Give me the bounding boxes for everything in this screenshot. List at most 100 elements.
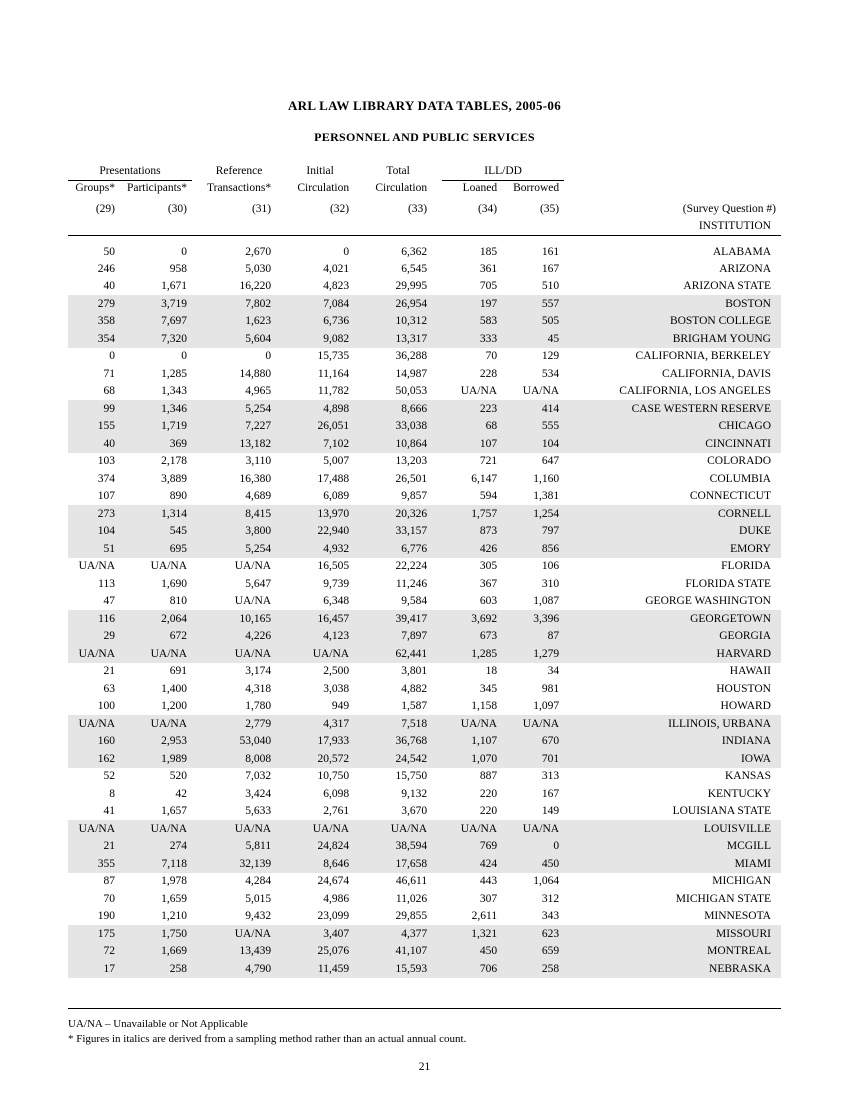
- cell-institution: CALIFORNIA, DAVIS: [574, 365, 781, 383]
- cell-institution: LOUISIANA STATE: [574, 803, 781, 821]
- table-row: 00015,73536,28870129CALIFORNIA, BERKELEY: [68, 348, 781, 366]
- table-row: 212745,81124,82438,5947690MCGILL: [68, 838, 781, 856]
- cell-c31: 32,139: [202, 855, 276, 873]
- table-row: 711,28514,88011,16414,987228534CALIFORNI…: [68, 365, 781, 383]
- footer-separator: UA/NA – Unavailable or Not Applicable * …: [68, 1008, 781, 1048]
- cell-c32: 9,082: [286, 330, 354, 348]
- cell-c29: 40: [68, 435, 120, 453]
- cell-c30: UA/NA: [120, 645, 192, 663]
- cell-c33: 29,995: [364, 278, 432, 296]
- cell-c34: 1,158: [442, 698, 502, 716]
- cell-c35: 1,160: [502, 470, 564, 488]
- group-illdd: ILL/DD: [442, 163, 564, 181]
- cell-c32: 4,021: [286, 260, 354, 278]
- col-participants: Participants*: [120, 181, 192, 201]
- cell-c31: 7,032: [202, 768, 276, 786]
- cell-institution: BOSTON COLLEGE: [574, 313, 781, 331]
- cell-c29: 8: [68, 785, 120, 803]
- table-row: 2731,3148,41513,97020,3261,7571,254CORNE…: [68, 505, 781, 523]
- cell-c32: 2,761: [286, 803, 354, 821]
- cell-c34: 887: [442, 768, 502, 786]
- table-row: 721,66913,43925,07641,107450659MONTREAL: [68, 943, 781, 961]
- cell-c32: 11,164: [286, 365, 354, 383]
- cell-c31: 13,439: [202, 943, 276, 961]
- cell-c31: 5,811: [202, 838, 276, 856]
- cell-c33: 50,053: [364, 383, 432, 401]
- cell-c34: 1,757: [442, 505, 502, 523]
- table-row: 1078904,6896,0899,8575941,381CONNECTICUT: [68, 488, 781, 506]
- cell-c32: 7,084: [286, 295, 354, 313]
- table-row: 47810UA/NA6,3489,5846031,087GEORGE WASHI…: [68, 593, 781, 611]
- cell-institution: HARVARD: [574, 645, 781, 663]
- cell-c34: UA/NA: [442, 715, 502, 733]
- cell-c30: 1,285: [120, 365, 192, 383]
- cell-c29: 51: [68, 540, 120, 558]
- cell-c34: 228: [442, 365, 502, 383]
- cell-c30: 1,343: [120, 383, 192, 401]
- cell-c29: UA/NA: [68, 820, 120, 838]
- cell-institution: CHICAGO: [574, 418, 781, 436]
- qnum-30: (30): [120, 200, 192, 218]
- cell-c35: 555: [502, 418, 564, 436]
- cell-institution: MICHIGAN: [574, 873, 781, 891]
- cell-c31: 8,415: [202, 505, 276, 523]
- cell-c33: 46,611: [364, 873, 432, 891]
- cell-c33: 10,864: [364, 435, 432, 453]
- qnum-31: (31): [202, 200, 276, 218]
- cell-c32: UA/NA: [286, 645, 354, 663]
- cell-c33: 4,377: [364, 925, 432, 943]
- cell-c35: 104: [502, 435, 564, 453]
- cell-c33: 8,666: [364, 400, 432, 418]
- cell-c31: 5,254: [202, 400, 276, 418]
- cell-c33: 41,107: [364, 943, 432, 961]
- cell-c33: 11,246: [364, 575, 432, 593]
- cell-c33: 4,882: [364, 680, 432, 698]
- cell-c35: UA/NA: [502, 383, 564, 401]
- cell-c34: 307: [442, 890, 502, 908]
- cell-c30: 890: [120, 488, 192, 506]
- cell-c30: 520: [120, 768, 192, 786]
- cell-institution: DUKE: [574, 523, 781, 541]
- cell-c29: 113: [68, 575, 120, 593]
- cell-c35: 258: [502, 960, 564, 978]
- cell-institution: KENTUCKY: [574, 785, 781, 803]
- cell-c35: 312: [502, 890, 564, 908]
- cell-c33: 20,326: [364, 505, 432, 523]
- cell-c29: 273: [68, 505, 120, 523]
- cell-c33: UA/NA: [364, 820, 432, 838]
- cell-c35: 167: [502, 785, 564, 803]
- cell-c30: 1,200: [120, 698, 192, 716]
- cell-c34: 333: [442, 330, 502, 348]
- table-row: 5002,67006,362185161ALABAMA: [68, 235, 781, 260]
- table-row: 701,6595,0154,98611,026307312MICHIGAN ST…: [68, 890, 781, 908]
- cell-c32: 17,933: [286, 733, 354, 751]
- cell-c30: 2,178: [120, 453, 192, 471]
- cell-c31: 4,284: [202, 873, 276, 891]
- cell-institution: GEORGETOWN: [574, 610, 781, 628]
- cell-c32: 6,089: [286, 488, 354, 506]
- cell-c34: 450: [442, 943, 502, 961]
- cell-c29: 72: [68, 943, 120, 961]
- cell-c31: 5,030: [202, 260, 276, 278]
- cell-c31: 3,424: [202, 785, 276, 803]
- cell-c35: 981: [502, 680, 564, 698]
- cell-c30: 1,314: [120, 505, 192, 523]
- cell-c31: 2,779: [202, 715, 276, 733]
- col-loaned: Loaned: [442, 181, 502, 201]
- cell-c32: 11,782: [286, 383, 354, 401]
- cell-c35: 87: [502, 628, 564, 646]
- cell-c34: 426: [442, 540, 502, 558]
- col-total-circ: Circulation: [364, 181, 432, 201]
- cell-c32: 17,488: [286, 470, 354, 488]
- group-total: Total: [364, 163, 432, 181]
- cell-c33: 14,987: [364, 365, 432, 383]
- col-groups: Groups*: [68, 181, 120, 201]
- cell-c30: 369: [120, 435, 192, 453]
- cell-c33: 6,545: [364, 260, 432, 278]
- cell-c30: 1,669: [120, 943, 192, 961]
- cell-c31: 5,015: [202, 890, 276, 908]
- cell-institution: KANSAS: [574, 768, 781, 786]
- cell-c30: 0: [120, 235, 192, 260]
- cell-c30: UA/NA: [120, 715, 192, 733]
- cell-c31: 16,380: [202, 470, 276, 488]
